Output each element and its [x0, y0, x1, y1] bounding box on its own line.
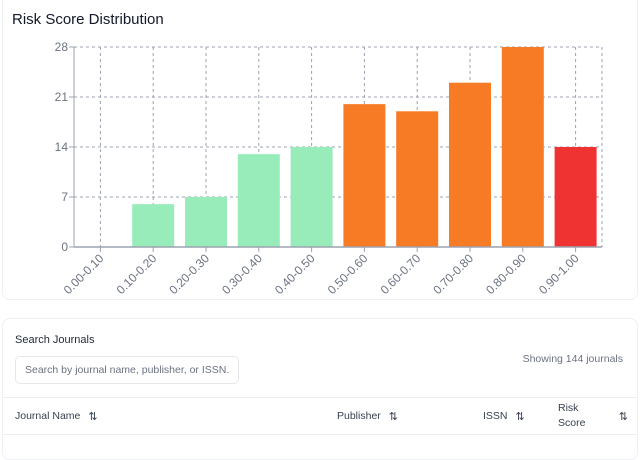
bar [290, 147, 333, 247]
column-publisher[interactable]: Publisher ⇅ [337, 398, 398, 434]
sort-icon[interactable]: ⇅ [618, 410, 628, 423]
column-label: Publisher [337, 410, 381, 422]
y-tick-label: 7 [61, 190, 68, 204]
bar [237, 154, 280, 247]
bar [396, 111, 439, 248]
search-input[interactable] [15, 356, 239, 384]
x-tick-label: 0.10-0.20 [114, 251, 160, 297]
bar [185, 197, 227, 247]
column-issn[interactable]: ISSN ⇅ [483, 398, 525, 434]
x-tick-label: 0.40-0.50 [272, 251, 318, 297]
bar [449, 82, 491, 247]
x-tick-label: 0.20-0.30 [166, 251, 212, 297]
column-label: ISSN [483, 410, 508, 422]
sort-icon[interactable]: ⇅ [88, 410, 98, 423]
x-tick-label: 0.30-0.40 [219, 251, 265, 297]
y-tick-label: 21 [55, 90, 69, 104]
x-tick-label: 0.00-0.10 [61, 251, 107, 297]
journals-table-card: Search Journals Showing 144 journals Jou… [2, 318, 638, 460]
bar [554, 147, 597, 247]
bar [343, 104, 386, 248]
sort-icon[interactable]: ⇅ [388, 410, 398, 423]
column-label: Risk Score [558, 402, 586, 429]
y-tick-label: 14 [55, 140, 69, 154]
column-journal-name[interactable]: Journal Name ⇅ [15, 398, 98, 434]
column-risk-score[interactable]: Risk Score ⇅ [558, 398, 628, 434]
x-tick-label: 0.80-0.90 [483, 251, 529, 297]
x-tick-label: 0.50-0.60 [325, 251, 371, 297]
x-tick-label: 0.60-0.70 [378, 251, 424, 297]
bar [132, 204, 175, 247]
y-tick-label: 28 [55, 40, 69, 54]
journal-count: Showing 144 journals [522, 353, 623, 365]
bar [501, 47, 544, 247]
x-tick-label: 0.70-0.80 [430, 251, 476, 297]
risk-score-chart: 0 7 14 21 28 0.00-0.10 0.10-0.20 0.20-0.30 0.30-… [55, 40, 603, 297]
search-label: Search Journals [15, 334, 95, 346]
column-label: Journal Name [15, 410, 81, 422]
x-tick-label: 0.90-1.00 [536, 251, 582, 297]
chart-title: Risk Score Distribution [12, 11, 164, 28]
table-header: Journal Name ⇅ Publisher ⇅ ISSN ⇅ Risk Scor… [3, 397, 637, 435]
y-tick-label: 0 [61, 240, 68, 254]
sort-icon[interactable]: ⇅ [515, 410, 525, 423]
